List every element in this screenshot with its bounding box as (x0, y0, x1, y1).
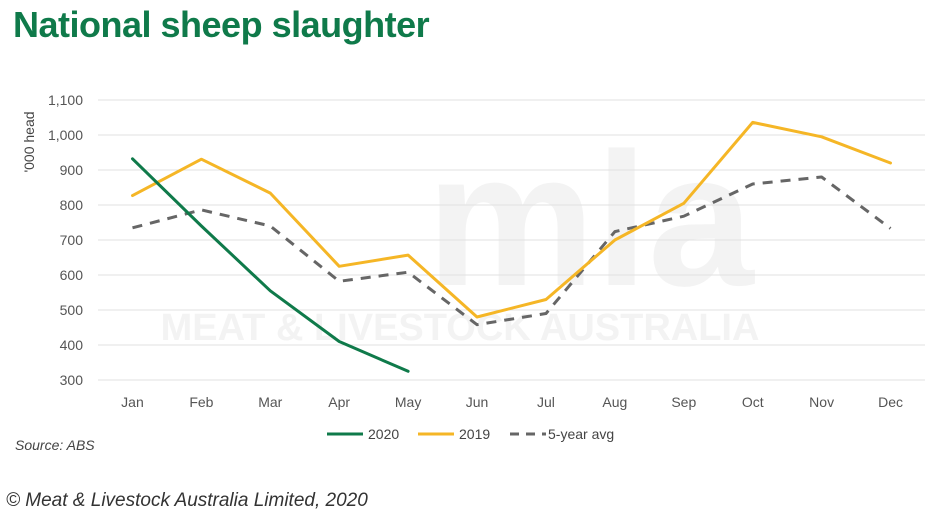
legend: 2020 2019 5-year avg (327, 426, 614, 442)
series-line-5-year-avg (132, 175, 892, 327)
y-axis-ticks: 300 400 500 600 700 800 900 1,000 1,100 (48, 92, 83, 388)
y-tick-label: 300 (60, 372, 84, 388)
x-tick-label: Sep (671, 394, 696, 410)
y-tick-label: 1,100 (48, 92, 83, 108)
x-tick-label: Aug (602, 394, 627, 410)
x-tick-label: Dec (878, 394, 903, 410)
x-axis-ticks: Jan Feb Mar Apr May Jun Jul Aug Sep Oct Nov Dec (121, 394, 903, 410)
x-tick-label: Oct (742, 394, 764, 410)
legend-label: 2020 (368, 426, 399, 442)
legend-label: 5-year avg (548, 426, 614, 442)
series-lines (131, 120, 892, 373)
copyright-note: © Meat & Livestock Australia Limited, 20… (6, 490, 368, 511)
watermark: mla MEAT & LIVESTOCK AUSTRALIA (161, 114, 760, 349)
x-tick-label: Jul (537, 394, 555, 410)
x-tick-label: Apr (328, 394, 350, 410)
series-line-2020 (131, 157, 410, 373)
x-tick-label: Jun (466, 394, 489, 410)
x-tick-label: Mar (258, 394, 282, 410)
y-tick-label: 400 (60, 337, 84, 353)
watermark-logo: mla (426, 114, 755, 326)
source-note: Source: ABS (15, 437, 95, 453)
y-tick-label: 500 (60, 302, 84, 318)
y-tick-label: 1,000 (48, 127, 83, 143)
x-tick-label: Nov (809, 394, 834, 410)
y-axis-label: '000 head (21, 111, 37, 172)
y-tick-label: 600 (60, 267, 84, 283)
watermark-text: MEAT & LIVESTOCK AUSTRALIA (161, 307, 760, 349)
series-line-2019 (131, 120, 892, 319)
legend-label: 2019 (459, 426, 490, 442)
x-tick-label: May (395, 394, 421, 410)
y-tick-label: 900 (60, 162, 84, 178)
chart-title: National sheep slaughter (13, 4, 430, 45)
x-tick-label: Feb (189, 394, 213, 410)
x-tick-label: Jan (121, 394, 144, 410)
y-tick-label: 700 (60, 232, 84, 248)
y-tick-label: 800 (60, 197, 84, 213)
grid (98, 99, 925, 381)
